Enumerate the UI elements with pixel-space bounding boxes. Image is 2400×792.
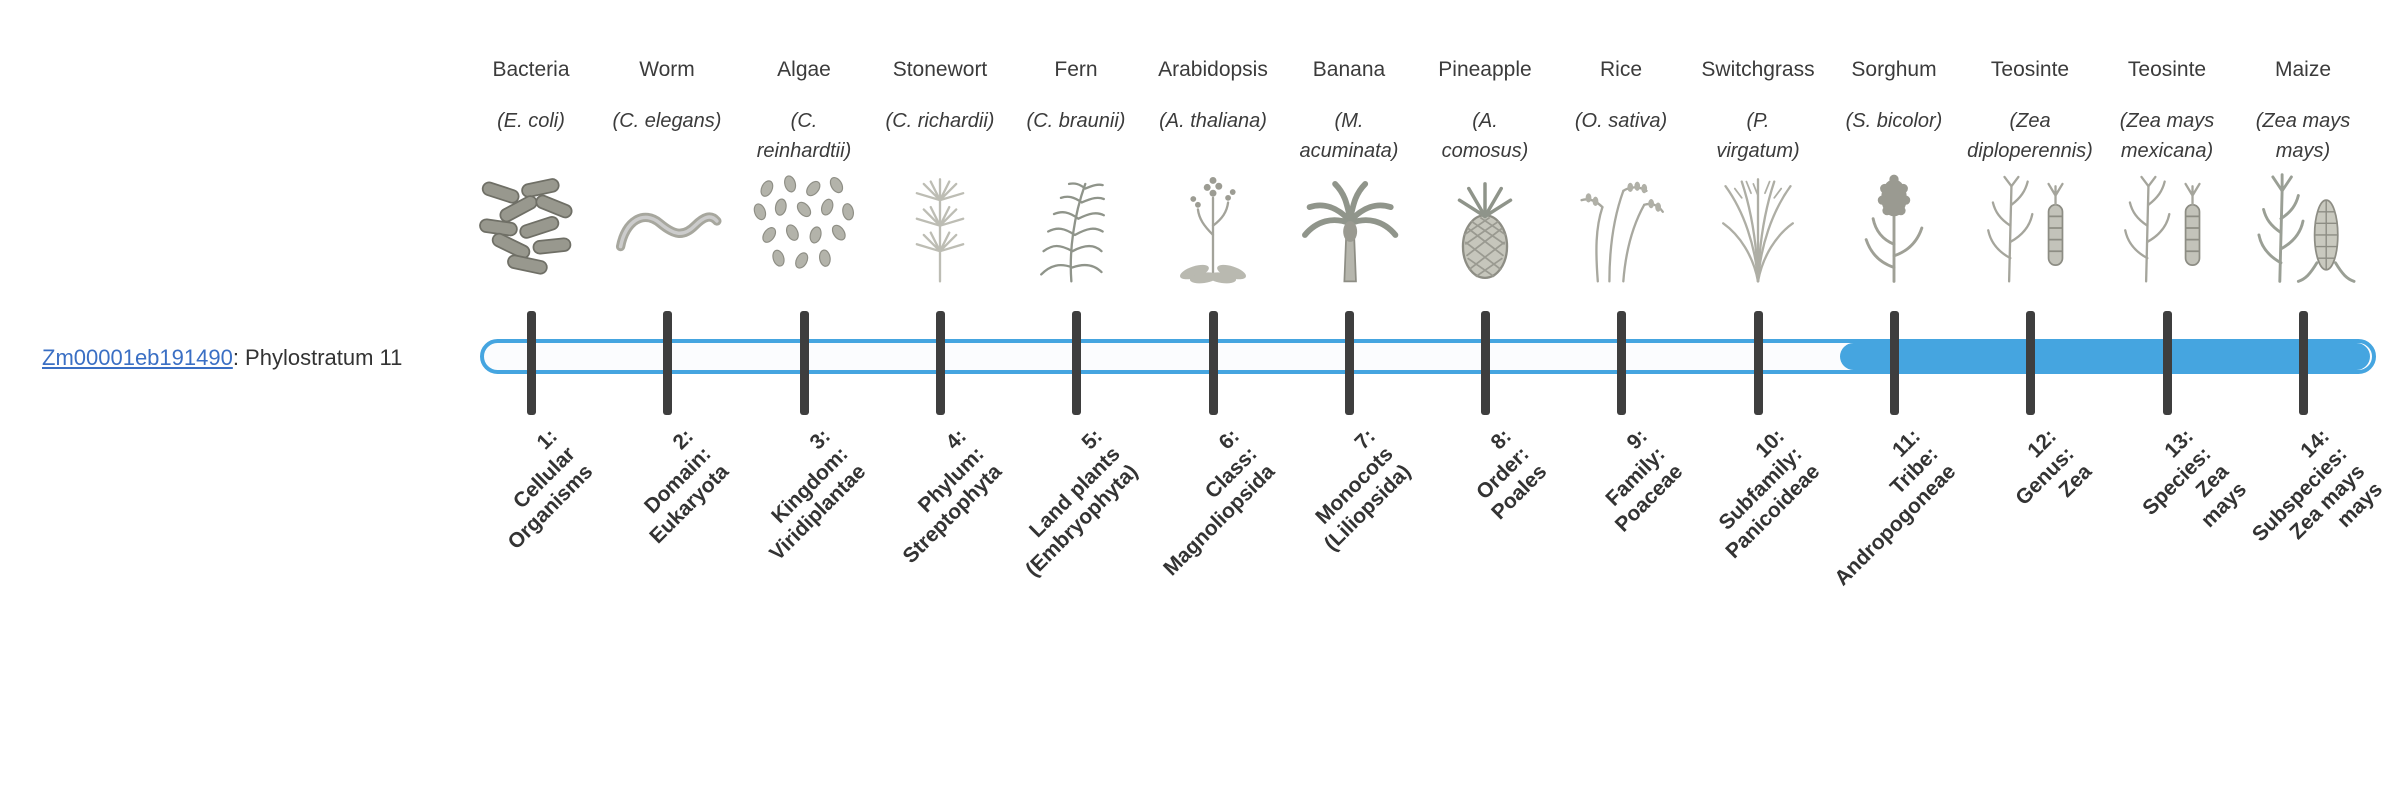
stratum-column-6: Arabidopsis (A. thaliana) bbox=[1138, 0, 1288, 300]
stratum-column-11: Sorghum (S. bicolor) bbox=[1819, 0, 1969, 300]
phylostratum-tick-7 bbox=[1345, 311, 1354, 415]
organism-scientific-name: (E. coli) bbox=[456, 106, 606, 136]
organism-scientific-name: (C. richardii) bbox=[865, 106, 1015, 136]
stratum-column-14: Maize (Zea mays mays) bbox=[2228, 0, 2378, 300]
organism-scientific-name-line: comosus) bbox=[1441, 140, 1529, 162]
organism-scientific-name-line: (Zea mays bbox=[2255, 110, 2351, 132]
phylostratum-tick-10 bbox=[1754, 311, 1763, 415]
teosinte-icon bbox=[2092, 166, 2242, 286]
organism-scientific-name-line: diploperennis) bbox=[1967, 140, 2093, 162]
phylostratum-tick-8 bbox=[1481, 311, 1490, 415]
organism-scientific-name-line: mays) bbox=[2275, 140, 2331, 162]
organism-scientific-name-line: (S. bicolor) bbox=[1845, 110, 1943, 132]
gene-phylostratum-text: : Phylostratum 11 bbox=[232, 345, 403, 370]
organism-scientific-name-line: (M. bbox=[1334, 110, 1364, 132]
stonewort-icon bbox=[865, 166, 1015, 286]
stratum-column-1: Bacteria (E. coli) bbox=[456, 0, 606, 300]
organism-scientific-name-line: (Zea mays bbox=[2119, 110, 2215, 132]
organism-scientific-name: (M. acuminata) bbox=[1274, 106, 1424, 166]
organism-scientific-name-line: acuminata) bbox=[1299, 140, 1399, 162]
phylostratum-tick-11 bbox=[1890, 311, 1899, 415]
organism-scientific-name-line: (A. bbox=[1472, 110, 1498, 132]
bacteria-icon bbox=[456, 166, 606, 286]
phylostratum-tick-13 bbox=[2163, 311, 2172, 415]
phylostrata-viewer: Zm00001eb191490: Phylostratum 11 Bacteri… bbox=[42, 0, 2387, 590]
stratum-column-12: Teosinte (Zea diploperennis) bbox=[1955, 0, 2105, 300]
organism-scientific-name: (O. sativa) bbox=[1546, 106, 1696, 136]
organism-common-name: Pineapple bbox=[1438, 58, 1532, 81]
organism-scientific-name: (S. bicolor) bbox=[1819, 106, 1969, 136]
organism-common-name: Switchgrass bbox=[1701, 58, 1815, 81]
switchgrass-icon bbox=[1683, 166, 1833, 286]
phylostratum-tick-1 bbox=[527, 311, 536, 415]
maize-icon bbox=[2228, 166, 2378, 286]
organism-scientific-name-line: (C. richardii) bbox=[885, 110, 995, 132]
organism-common-name: Bacteria bbox=[492, 58, 570, 81]
organism-scientific-name-line: reinhardtii) bbox=[756, 140, 852, 162]
organism-common-name: Stonewort bbox=[892, 58, 988, 81]
stratum-column-13: Teosinte (Zea mays mexicana) bbox=[2092, 0, 2242, 300]
organism-scientific-name: (A. thaliana) bbox=[1138, 106, 1288, 136]
gene-link[interactable]: Zm00001eb191490 bbox=[42, 345, 233, 370]
phylostratum-tick-2 bbox=[663, 311, 672, 415]
stratum-column-9: Rice (O. sativa) bbox=[1546, 0, 1696, 300]
rice-icon bbox=[1546, 166, 1696, 286]
phylostratum-tick-5 bbox=[1072, 311, 1081, 415]
phylostratum-tick-3 bbox=[800, 311, 809, 415]
stratum-column-3: Algae (C. reinhardtii) bbox=[729, 0, 879, 300]
organism-scientific-name-line: (A. thaliana) bbox=[1159, 110, 1267, 132]
organism-common-name: Arabidopsis bbox=[1158, 58, 1268, 81]
stratum-column-8: Pineapple (A. comosus) bbox=[1410, 0, 1560, 300]
phylostratum-tick-14 bbox=[2299, 311, 2308, 415]
worm-icon bbox=[592, 166, 742, 286]
organism-scientific-name: (Zea mays mays) bbox=[2228, 106, 2378, 166]
organism-scientific-name-line: (P. bbox=[1746, 110, 1770, 132]
organism-common-name: Rice bbox=[1599, 58, 1642, 81]
stratum-column-7: Banana (M. acuminata) bbox=[1274, 0, 1424, 300]
organism-scientific-name: (C. reinhardtii) bbox=[729, 106, 879, 166]
phylostratum-tick-12 bbox=[2026, 311, 2035, 415]
organism-common-name: Algae bbox=[777, 58, 831, 81]
fern-icon bbox=[1001, 166, 1151, 286]
organism-scientific-name: (C. elegans) bbox=[592, 106, 742, 136]
organism-scientific-name: (Zea diploperennis) bbox=[1955, 106, 2105, 166]
organism-scientific-name-line: (C. elegans) bbox=[612, 110, 722, 132]
organism-scientific-name: (P. virgatum) bbox=[1683, 106, 1833, 166]
phylostratum-tick-9 bbox=[1617, 311, 1626, 415]
arabidopsis-icon bbox=[1138, 166, 1288, 286]
organism-scientific-name-line: (E. coli) bbox=[497, 110, 565, 132]
pineapple-icon bbox=[1410, 166, 1560, 286]
organism-scientific-name-line: (Zea bbox=[2009, 110, 2051, 132]
organism-scientific-name-line: mexicana) bbox=[2120, 140, 2214, 162]
organism-common-name: Teosinte bbox=[1990, 58, 2070, 81]
teosinte-icon bbox=[1955, 166, 2105, 286]
stratum-column-4: Stonewort (C. richardii) bbox=[865, 0, 1015, 300]
stratum-column-10: Switchgrass (P. virgatum) bbox=[1683, 0, 1833, 300]
algae-icon bbox=[729, 166, 879, 286]
organism-common-name: Fern bbox=[1054, 58, 1098, 81]
phylostratum-tick-4 bbox=[936, 311, 945, 415]
organism-scientific-name: (Zea mays mexicana) bbox=[2092, 106, 2242, 166]
organism-common-name: Teosinte bbox=[2127, 58, 2207, 81]
phylostratum-tick-6 bbox=[1209, 311, 1218, 415]
stratum-column-5: Fern (C. braunii) bbox=[1001, 0, 1151, 300]
organism-scientific-name-line: (C. bbox=[790, 110, 818, 132]
organism-common-name: Worm bbox=[639, 58, 695, 81]
banana-tree-icon bbox=[1274, 166, 1424, 286]
organism-scientific-name-line: (C. braunii) bbox=[1026, 110, 1126, 132]
organism-common-name: Maize bbox=[2274, 58, 2332, 81]
stratum-column-2: Worm (C. elegans) bbox=[592, 0, 742, 300]
organism-scientific-name-line: virgatum) bbox=[1716, 140, 1800, 162]
organism-scientific-name: (C. braunii) bbox=[1001, 106, 1151, 136]
phylostratum-track-fill bbox=[1840, 343, 2370, 370]
organism-common-name: Sorghum bbox=[1851, 58, 1937, 81]
organism-scientific-name-line: (O. sativa) bbox=[1574, 110, 1668, 132]
gene-label: Zm00001eb191490: Phylostratum 11 bbox=[42, 345, 402, 371]
organism-common-name: Banana bbox=[1312, 58, 1386, 81]
organism-scientific-name: (A. comosus) bbox=[1410, 106, 1560, 166]
sorghum-icon bbox=[1819, 166, 1969, 286]
